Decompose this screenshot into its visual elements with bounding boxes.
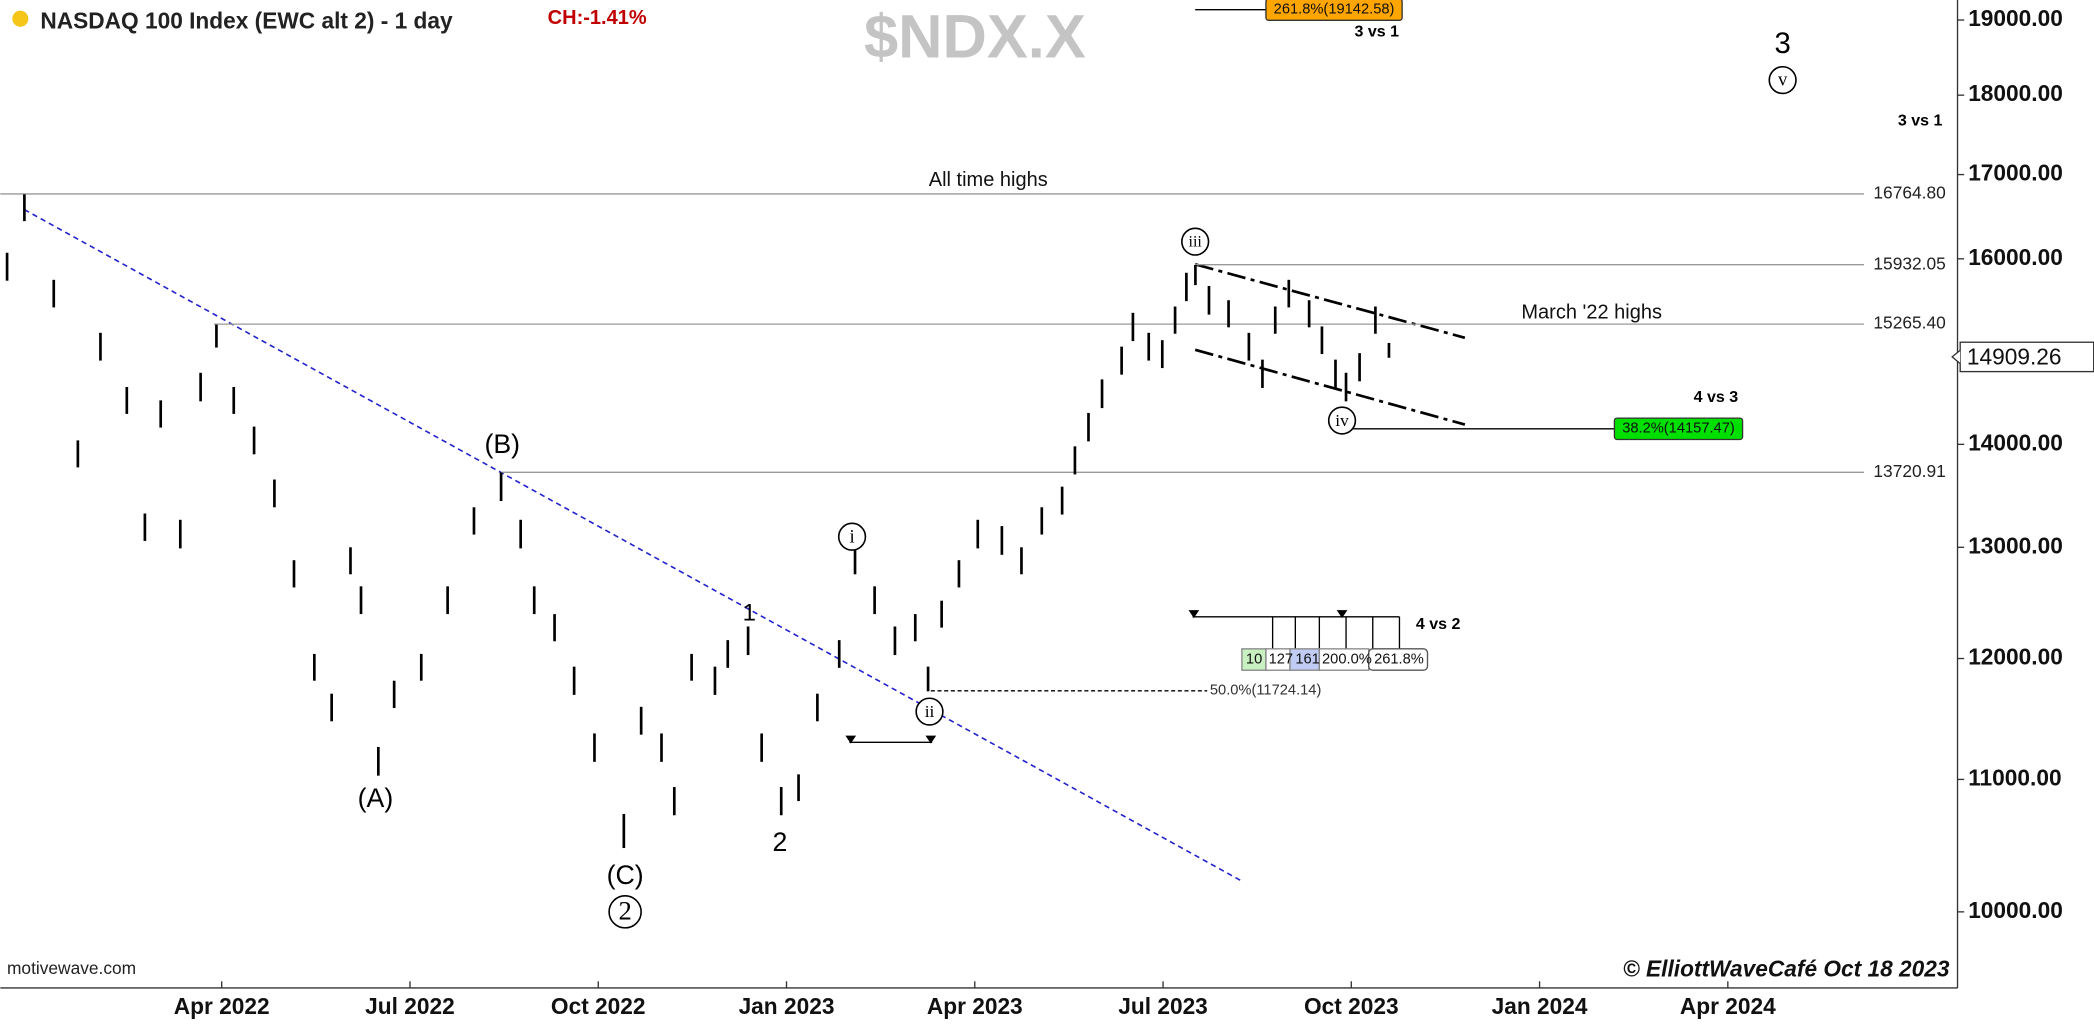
x-tick-label: Apr 2022	[174, 993, 270, 1019]
y-tick-label: 13000.00	[1968, 532, 2063, 558]
fib-widget-box	[1368, 648, 1429, 671]
x-tick-label: Apr 2023	[927, 993, 1023, 1019]
wave-circle	[915, 697, 944, 726]
change: CH:-1.41%	[548, 7, 647, 29]
symbol: $NDX.X	[864, 3, 1086, 72]
x-tick-label: Oct 2022	[551, 993, 646, 1019]
y-tick-label: 18000.00	[1968, 80, 2063, 106]
projection-label: 4 vs 2	[1416, 615, 1461, 633]
wave-label: ii	[925, 702, 935, 721]
wave-label: iii	[1189, 234, 1203, 251]
y-tick-label: 12000.00	[1968, 644, 2063, 670]
last-price-pointer	[1951, 349, 1961, 365]
wave-label: 2	[618, 895, 631, 925]
x-tick-label: Jan 2023	[739, 993, 835, 1019]
wave-label: (C)	[607, 860, 644, 890]
projection-label: 3 vs 1	[1898, 112, 1943, 130]
wave-label: iv	[1335, 411, 1349, 430]
fib-label: 38.2%(14157.47)	[1622, 421, 1735, 437]
source: motivewave.com	[7, 958, 136, 978]
wave-label: (A)	[358, 783, 394, 813]
channel-line	[1194, 263, 1466, 340]
wave-label: v	[1778, 70, 1788, 91]
y-tick-label: 10000.00	[1968, 897, 2063, 923]
wave-circle	[1768, 65, 1797, 95]
wave-label: (B)	[484, 429, 520, 459]
wave-circle	[1181, 227, 1210, 256]
level-label: 13720.91	[1873, 461, 1945, 481]
fib-widget-label: 10	[1246, 651, 1262, 667]
projection-label: 4 vs 3	[1694, 388, 1739, 406]
trend-line	[23, 208, 1243, 882]
y-tick-label: 14000.00	[1968, 429, 2063, 455]
y-tick-label: 19000.00	[1968, 5, 2063, 31]
wave-circle	[1327, 406, 1357, 435]
projection-label: 3 vs 1	[1354, 22, 1399, 40]
chart-title: NASDAQ 100 Index (EWC alt 2) - 1 day	[40, 8, 453, 34]
credit: © ElliottWaveCafé Oct 18 2023	[1623, 956, 1950, 982]
level-note: March '22 highs	[1521, 302, 1662, 324]
wave-label: 3	[1774, 27, 1790, 60]
level-label: 15932.05	[1873, 253, 1945, 273]
fib-box	[1613, 417, 1744, 441]
wave-label: 2	[773, 827, 788, 857]
fib-widget-label: 161	[1295, 651, 1319, 667]
y-tick-label: 17000.00	[1968, 160, 2063, 186]
status-dot	[12, 10, 29, 27]
x-tick-label: Jan 2024	[1492, 993, 1588, 1019]
channel-line	[1194, 348, 1466, 426]
last-price: 14909.26	[1967, 343, 2062, 369]
level-label: 16764.80	[1873, 183, 1945, 203]
x-tick-label: Jul 2022	[365, 993, 455, 1019]
y-tick-label: 16000.00	[1968, 244, 2063, 270]
y-tick-label: 11000.00	[1968, 764, 2061, 790]
fib-widget-label: 261.8%	[1374, 651, 1424, 667]
fib-widget-label: 200.0%	[1322, 651, 1372, 667]
fib-widget-tick	[1271, 616, 1401, 649]
level-note: All time highs	[929, 169, 1048, 191]
wave-circle	[837, 522, 867, 551]
x-tick-label: Jul 2023	[1118, 993, 1208, 1019]
range-marker	[845, 735, 937, 744]
fib-widget-label: 127	[1269, 651, 1293, 667]
fib-box	[1265, 0, 1403, 21]
wave-circle	[608, 895, 642, 929]
wave-label: i	[849, 526, 854, 547]
wave-label: 1	[743, 599, 756, 626]
x-tick-label: Oct 2023	[1304, 993, 1399, 1019]
fib-label: 261.8%(19142.58)	[1274, 2, 1395, 18]
x-tick-label: Apr 2024	[1680, 993, 1776, 1019]
level-label: 15265.40	[1873, 313, 1945, 333]
fib-label: 50.0%(11724.14)	[1210, 683, 1321, 699]
